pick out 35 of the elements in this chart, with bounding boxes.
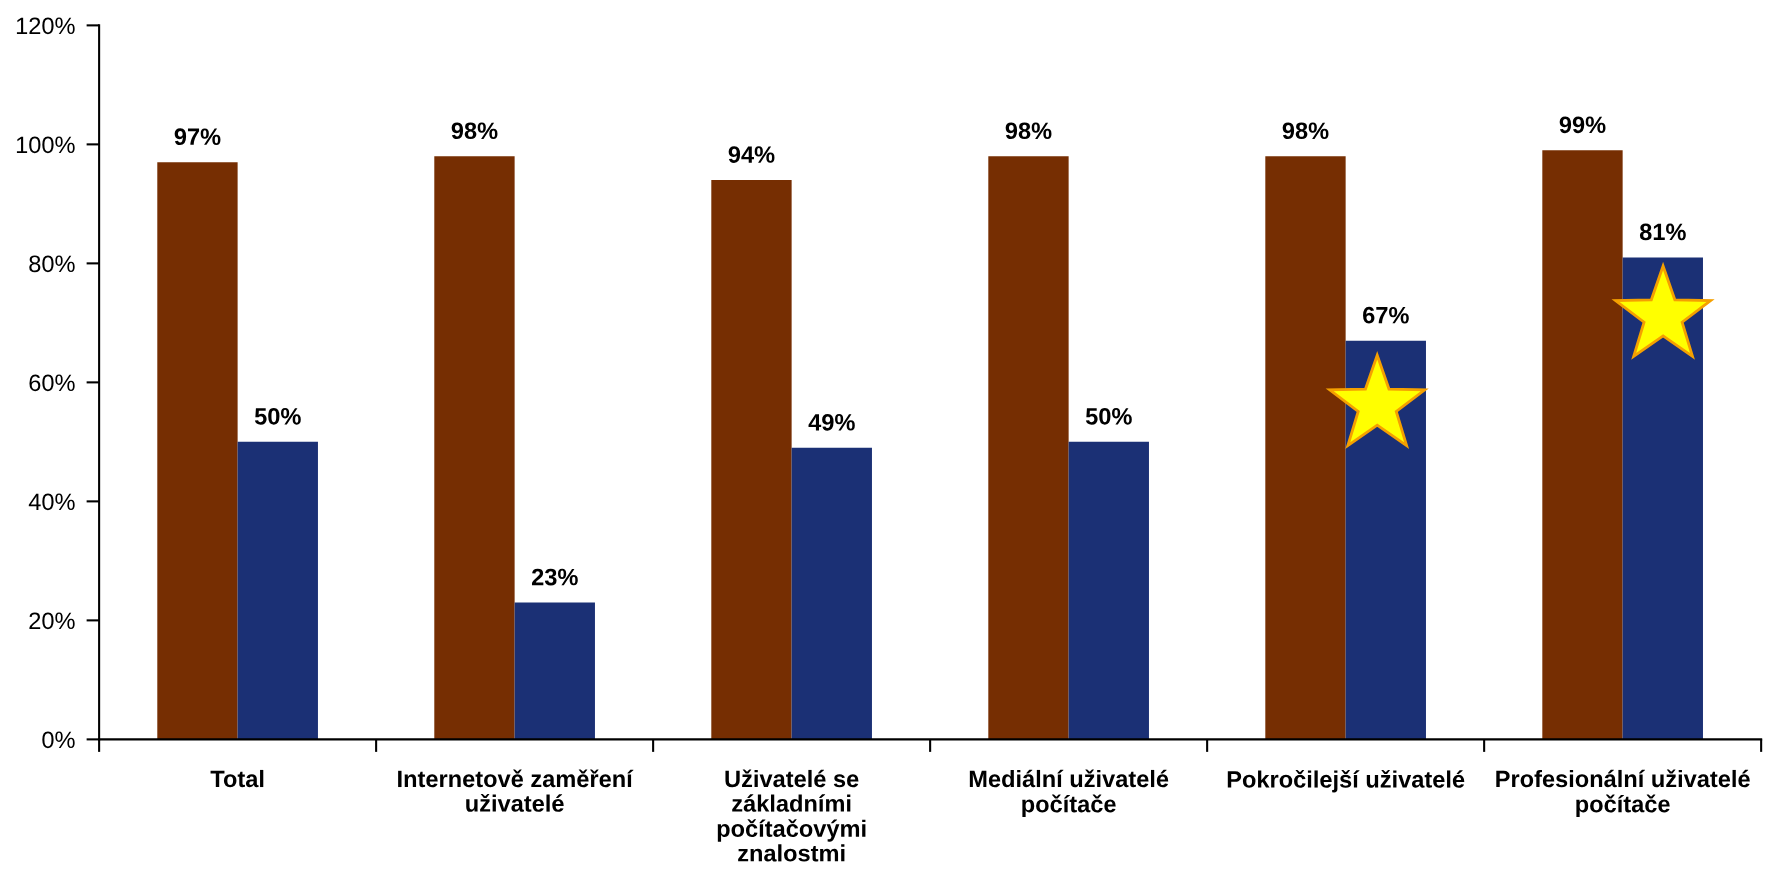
- y-tick-label: 40%: [28, 493, 75, 511]
- y-tick-label: 0%: [42, 731, 75, 749]
- data-label: 49%: [808, 413, 855, 431]
- data-label: 94%: [728, 146, 775, 163]
- bar: [988, 156, 1069, 740]
- y-tick-label: 100%: [16, 136, 75, 154]
- bar: [434, 156, 515, 740]
- bar: [514, 602, 595, 740]
- y-tick-label: 120%: [16, 17, 75, 35]
- data-label: 99%: [1559, 116, 1606, 134]
- x-tick-label: Internetově zaměření uživatelé: [398, 769, 634, 812]
- y-tick-label: 80%: [29, 255, 75, 273]
- x-tick-label: Mediální uživatelé počítače: [969, 769, 1169, 818]
- y-tick-label: 20%: [29, 612, 75, 630]
- bar: [1542, 150, 1623, 740]
- bar: [157, 162, 238, 740]
- data-label: 98%: [1282, 122, 1329, 140]
- x-tick-label: Profesionální uživatelé počítače: [1496, 769, 1750, 818]
- data-label: 50%: [254, 407, 301, 425]
- data-label: 98%: [451, 122, 498, 140]
- bar: [237, 441, 318, 740]
- bar: [711, 180, 792, 740]
- bar: [1265, 156, 1346, 740]
- x-tick-label: Pokročilejší uživatelé: [1227, 769, 1465, 793]
- y-tick-label: 60%: [29, 374, 75, 392]
- bar: [791, 447, 872, 740]
- data-label: 97%: [174, 128, 221, 146]
- bar: [1068, 441, 1149, 740]
- data-label: 67%: [1363, 306, 1409, 324]
- data-label: 98%: [1005, 122, 1052, 140]
- data-label: 23%: [531, 568, 578, 586]
- x-tick-label: Uživatelé se základními počítačovými znalostmi: [717, 769, 866, 862]
- x-tick-label: Total: [210, 769, 264, 788]
- data-label: 81%: [1639, 223, 1686, 241]
- data-label: 50%: [1085, 407, 1132, 425]
